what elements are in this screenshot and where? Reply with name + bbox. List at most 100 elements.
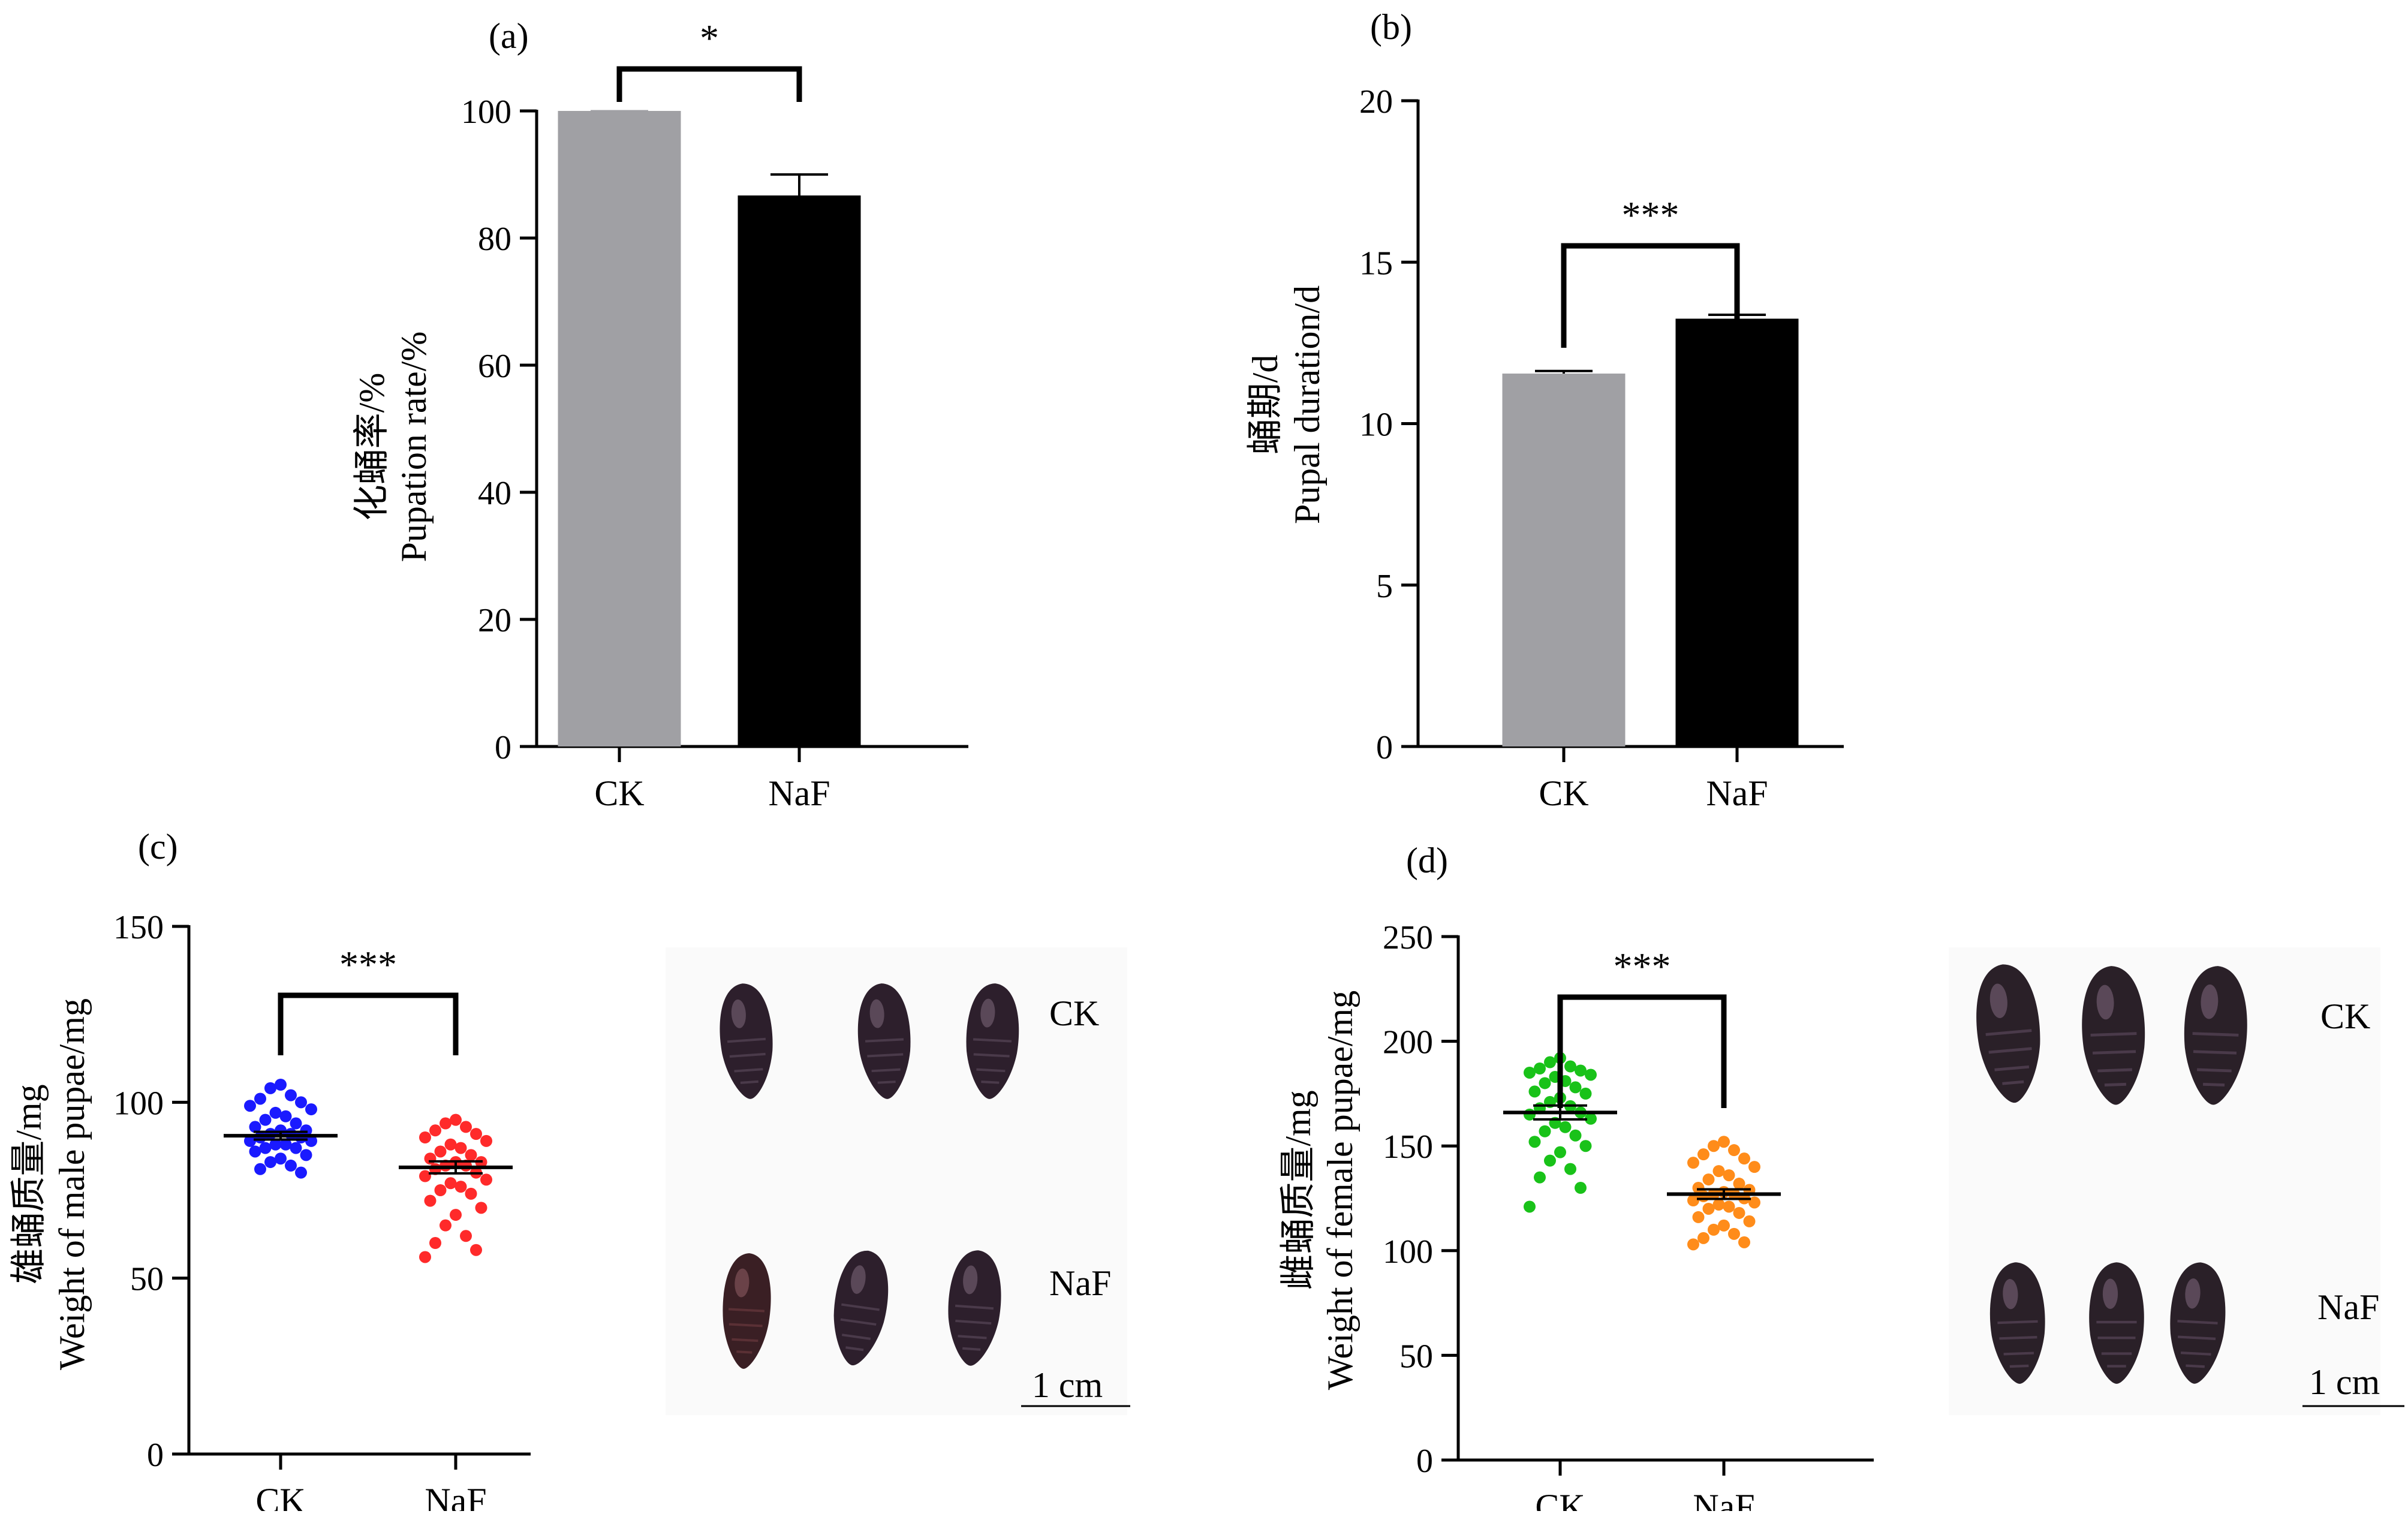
panel-c-data-point bbox=[269, 1106, 282, 1119]
panel-d-ylabel-cn: 雌蛹质量/mg bbox=[1278, 1090, 1318, 1290]
panel-c-data-point bbox=[444, 1177, 457, 1190]
panel-a-y-tick-label: 20 bbox=[478, 602, 511, 639]
panel-c-data-point bbox=[450, 1113, 462, 1126]
panel-a-significance-bracket bbox=[616, 66, 802, 102]
panel-c-data-point bbox=[290, 1142, 302, 1154]
panel-c-ylabel-cn: 雄蛹质量/mg bbox=[9, 1084, 49, 1284]
panel-d-data-point bbox=[1733, 1206, 1745, 1219]
panel-d-data-point bbox=[1579, 1140, 1592, 1152]
panel-d-data-point bbox=[1579, 1087, 1592, 1100]
panel-d-data-point bbox=[1723, 1200, 1735, 1213]
male-photo-scale-label: 1 cm bbox=[1032, 1365, 1103, 1405]
panel-d-data-point bbox=[1544, 1056, 1556, 1068]
panel-a-plot-area: 0 20 40 60 80 100 CK NaF * bbox=[461, 17, 968, 813]
panel-c-data-point bbox=[305, 1103, 317, 1116]
panel-d-data-point bbox=[1738, 1236, 1750, 1248]
panel-c-data-point bbox=[480, 1134, 492, 1147]
pupa-image bbox=[2089, 1262, 2144, 1384]
panel-c-data-point bbox=[419, 1251, 431, 1263]
panel-b-x-tick-label: CK bbox=[1539, 773, 1588, 813]
panel-d-data-point bbox=[1692, 1211, 1705, 1223]
pupa-image bbox=[948, 1250, 1001, 1366]
panel-d-data-point bbox=[1743, 1215, 1756, 1227]
panel-d-data-point bbox=[1564, 1060, 1576, 1073]
panel-c-data-point bbox=[460, 1121, 472, 1133]
panel-d-data-point bbox=[1733, 1178, 1745, 1190]
male-pupae-photo: CK NaF 1 cm bbox=[666, 947, 1130, 1415]
panel-c-data-point bbox=[275, 1124, 287, 1137]
panel-d-y-tick-label: 100 bbox=[1383, 1233, 1433, 1271]
female-photo-scale-label: 1 cm bbox=[2309, 1362, 2380, 1402]
male-ck-pupae-row bbox=[720, 983, 1019, 1099]
panel-c-male-pupae-weight-chart: (c) 雄蛹质量/mg Weight of male pupae/mg 0 50 1… bbox=[9, 827, 531, 1514]
panel-d-data-point bbox=[1712, 1198, 1725, 1211]
panel-c-data-point bbox=[305, 1134, 317, 1147]
pupa-image bbox=[2184, 966, 2247, 1105]
panel-d-data-point bbox=[1718, 1219, 1730, 1232]
panel-c-data-point bbox=[434, 1145, 447, 1158]
panel-c-significance-bracket bbox=[278, 992, 459, 1055]
panel-d-data-point bbox=[1534, 1062, 1546, 1074]
panel-c-data-point bbox=[254, 1163, 266, 1175]
male-photo-naf-label: NaF bbox=[1049, 1263, 1111, 1303]
panel-d-plot-area: 0 50 100 150 200 250 CK NaF *** bbox=[1383, 919, 1874, 1514]
panel-b-y-tick-label: 10 bbox=[1359, 407, 1393, 444]
panel-b-y-tick-label: 0 bbox=[1376, 729, 1393, 766]
panel-d-data-point bbox=[1697, 1232, 1709, 1244]
panel-b-significance-label: *** bbox=[1622, 194, 1679, 236]
pupa-image bbox=[833, 1250, 889, 1366]
panel-c-data-point bbox=[434, 1184, 447, 1196]
panel-b-pupal-duration-chart: (b) 蛹期/d Pupal duration/d 0 5 10 15 20 CK NaF *… bbox=[1245, 7, 1844, 813]
panel-b-significance-bracket bbox=[1561, 243, 1740, 348]
panel-c-y-tick-label: 100 bbox=[113, 1085, 164, 1122]
panel-c-data-point bbox=[244, 1100, 256, 1112]
panel-d-data-point bbox=[1712, 1165, 1725, 1178]
panel-d-data-point bbox=[1575, 1182, 1587, 1194]
panel-c-data-point bbox=[480, 1173, 492, 1186]
panel-d-y-tick-label: 150 bbox=[1383, 1128, 1433, 1166]
panel-c-data-point bbox=[285, 1159, 297, 1172]
panel-d-data-point bbox=[1728, 1227, 1740, 1240]
panel-c-data-point bbox=[470, 1244, 482, 1256]
panel-a-ylabel-en: Pupation rate/% bbox=[394, 332, 434, 562]
panel-d-data-point bbox=[1687, 1238, 1699, 1251]
panel-c-data-point bbox=[440, 1117, 452, 1130]
panel-c-data-point bbox=[279, 1110, 292, 1122]
panel-c-data-point bbox=[290, 1117, 302, 1130]
panel-c-data-point bbox=[269, 1138, 282, 1151]
panel-c-data-point bbox=[249, 1145, 261, 1158]
panel-d-data-point bbox=[1539, 1125, 1551, 1137]
panel-c-data-point bbox=[279, 1138, 292, 1151]
panel-a-x-tick-label: NaF bbox=[768, 773, 830, 813]
panel-d-data-point bbox=[1564, 1163, 1576, 1175]
panel-c-data-point bbox=[275, 1079, 287, 1091]
panel-b-ylabel-cn: 蛹期/d bbox=[1245, 355, 1285, 455]
male-photo-ck-label: CK bbox=[1049, 994, 1099, 1033]
panel-d-x-tick-label: CK bbox=[1535, 1487, 1585, 1511]
panel-b-y-tick-label: 15 bbox=[1359, 245, 1393, 282]
panel-d-data-point bbox=[1687, 1157, 1699, 1169]
panel-d-y-tick-label: 50 bbox=[1399, 1338, 1433, 1375]
panel-a-y-tick-label: 80 bbox=[478, 221, 511, 258]
pupa-image bbox=[2170, 1262, 2226, 1384]
panel-c-data-point bbox=[444, 1138, 457, 1151]
female-pupae-photo: CK NaF 1 cm bbox=[1949, 947, 2404, 1415]
female-naf-pupae-row bbox=[1989, 1262, 2226, 1384]
panel-c-data-point bbox=[424, 1194, 437, 1207]
panel-a-pupation-rate-chart: (a) 化蛹率/% Pupation rate/% 0 20 40 60 80 100 CK… bbox=[352, 16, 968, 813]
panel-d-data-point bbox=[1554, 1146, 1566, 1158]
panel-a-bar bbox=[738, 195, 861, 747]
panel-d-data-point bbox=[1528, 1136, 1541, 1148]
panel-c-x-tick-label: NaF bbox=[425, 1481, 486, 1511]
panel-c-y-tick-label: 150 bbox=[113, 909, 164, 946]
panel-d-female-pupae-weight-chart: (d) 雌蛹质量/mg Weight of female pupae/mg 0 5… bbox=[1278, 841, 1874, 1514]
panel-d-y-tick-label: 250 bbox=[1383, 919, 1433, 956]
panel-d-data-point bbox=[1559, 1121, 1572, 1133]
panel-b-ylabel-en: Pupal duration/d bbox=[1287, 285, 1327, 524]
male-naf-pupae-row bbox=[723, 1250, 1001, 1369]
panel-a-y-tick-label: 0 bbox=[495, 729, 511, 766]
panel-c-significance-label: *** bbox=[339, 943, 397, 986]
panel-c-plot-area: 0 50 100 150 CK NaF *** bbox=[113, 909, 531, 1514]
panel-c-data-point bbox=[275, 1152, 287, 1165]
